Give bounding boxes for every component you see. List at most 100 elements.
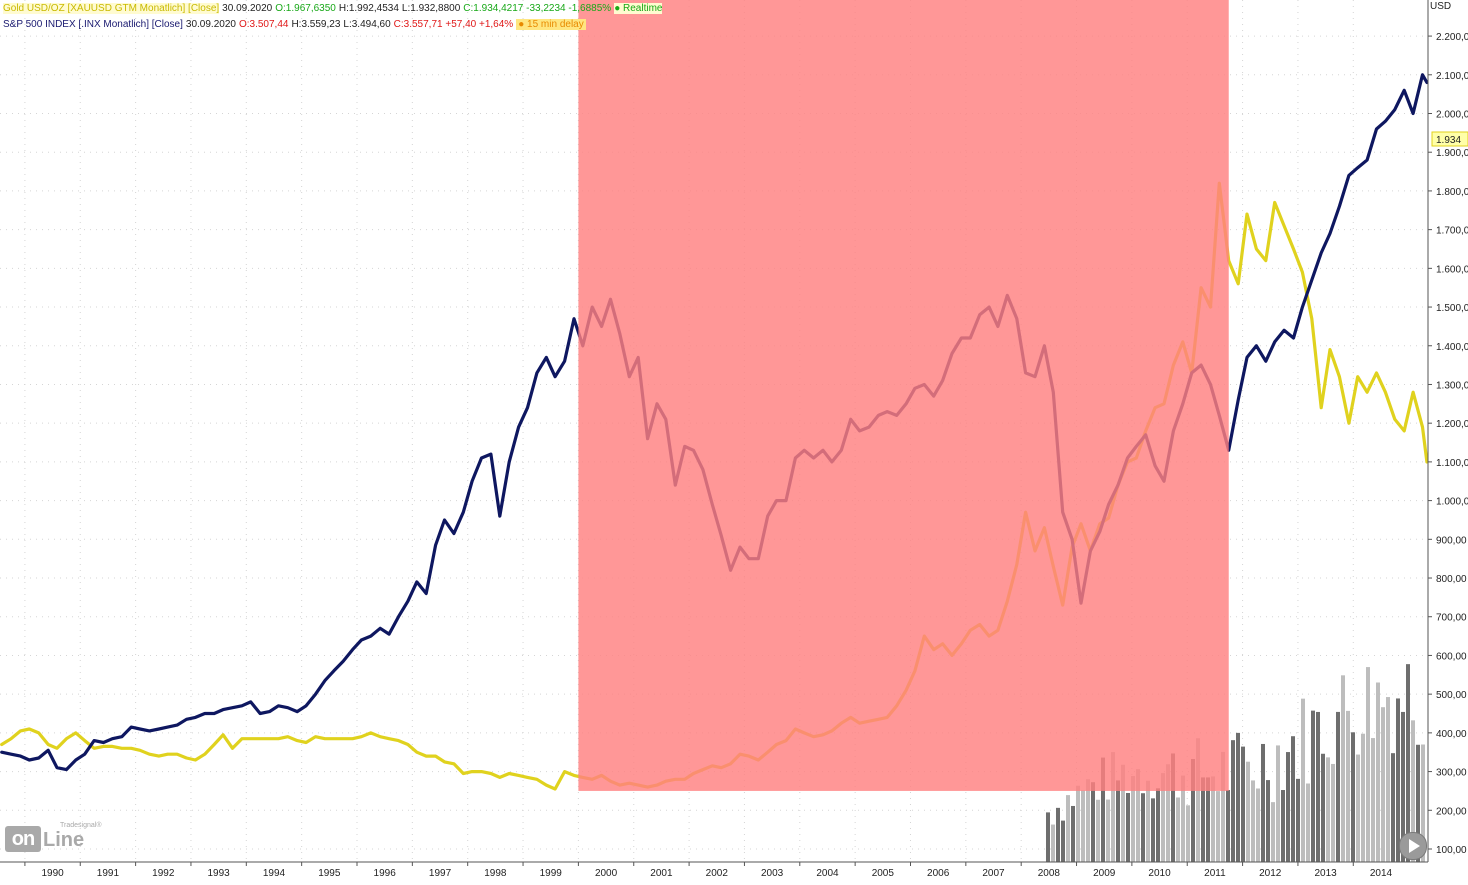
spx-status: ● 15 min delay bbox=[516, 19, 586, 30]
tradesignal-logo: Tradesignal® on Line bbox=[5, 822, 103, 854]
x-tick-label: 2003 bbox=[761, 868, 784, 879]
play-button[interactable] bbox=[1399, 832, 1427, 860]
last-value-box bbox=[1431, 131, 1468, 147]
volume-bar bbox=[1291, 736, 1295, 862]
gold-header: Gold USD/OZ [XAUUSD GTM Monatlich] [Clos… bbox=[3, 2, 665, 15]
volume-bar bbox=[1306, 783, 1310, 862]
gold-status: ● Realtime bbox=[614, 3, 663, 14]
volume-bar bbox=[1201, 777, 1205, 862]
x-tick-label: 1993 bbox=[208, 868, 231, 879]
y-tick-label: 300,00 bbox=[1436, 768, 1467, 779]
volume-bar bbox=[1046, 812, 1050, 862]
x-tick-label: 2005 bbox=[872, 868, 895, 879]
x-tick-label: 2012 bbox=[1259, 868, 1282, 879]
volume-bar bbox=[1191, 758, 1195, 862]
y-tick-label: 1.600,00 bbox=[1436, 264, 1468, 275]
volume-bar bbox=[1196, 738, 1200, 862]
x-tick-label: 1996 bbox=[374, 868, 397, 879]
volume-bar bbox=[1271, 802, 1275, 862]
volume-bar bbox=[1411, 720, 1415, 862]
volume-bar bbox=[1231, 740, 1235, 862]
spx-close: C:3.557,71 +57,40 +1,64% bbox=[393, 19, 514, 30]
x-tick-label: 1991 bbox=[97, 868, 120, 879]
volume-bar bbox=[1216, 791, 1220, 862]
y-tick-label: 1.700,00 bbox=[1436, 226, 1468, 237]
volume-bar bbox=[1146, 780, 1150, 862]
spx-low: L:3.494,60 bbox=[343, 19, 391, 30]
volume-bar bbox=[1096, 799, 1100, 862]
volume-bar bbox=[1361, 733, 1365, 862]
volume-bar bbox=[1301, 698, 1305, 862]
volume-bar bbox=[1336, 711, 1340, 862]
volume-bar bbox=[1091, 782, 1095, 862]
volume-bar bbox=[1356, 754, 1360, 862]
volume-bar bbox=[1296, 778, 1300, 862]
volume-bar bbox=[1236, 732, 1240, 862]
volume-bar bbox=[1131, 775, 1135, 862]
volume-bar bbox=[1346, 710, 1350, 862]
x-tick-label: 2007 bbox=[982, 868, 1005, 879]
x-tick-label: 2000 bbox=[595, 868, 618, 879]
y-tick-label: 1.100,00 bbox=[1436, 458, 1468, 469]
y-tick-label: 1.300,00 bbox=[1436, 380, 1468, 391]
volume-bar bbox=[1061, 820, 1065, 862]
gold-open: O:1.967,6350 bbox=[275, 3, 336, 14]
volume-bar bbox=[1211, 776, 1215, 862]
gold-close: C:1.934,4217 -33,2234 -1,6885% bbox=[463, 3, 612, 14]
x-tick-label: 2001 bbox=[650, 868, 673, 879]
x-tick-label: 2011 bbox=[1204, 868, 1226, 879]
volume-bar bbox=[1226, 790, 1230, 862]
volume-bar bbox=[1151, 798, 1155, 862]
y-tick-label: 2.000,00 bbox=[1436, 110, 1468, 121]
volume-bar bbox=[1286, 752, 1290, 862]
y-tick-label: 800,00 bbox=[1436, 574, 1467, 585]
volume-bar bbox=[1401, 711, 1405, 862]
gold-low: L:1.932,8800 bbox=[401, 3, 461, 14]
x-tick-label: 1990 bbox=[41, 868, 64, 879]
spx-high: H:3.559,23 bbox=[291, 19, 341, 30]
x-tick-label: 1997 bbox=[429, 868, 452, 879]
x-tick-label: 2010 bbox=[1148, 868, 1171, 879]
volume-bar bbox=[1241, 746, 1245, 862]
x-tick-label: 2009 bbox=[1093, 868, 1116, 879]
volume-bar bbox=[1181, 775, 1185, 862]
volume-bar bbox=[1331, 763, 1335, 862]
volume-bar bbox=[1081, 790, 1085, 862]
y-tick-label: 700,00 bbox=[1436, 613, 1467, 624]
y-tick-label: 600,00 bbox=[1436, 651, 1467, 662]
volume-bar bbox=[1121, 764, 1125, 862]
volume-bar bbox=[1166, 764, 1170, 862]
y-tick-label: 1.800,00 bbox=[1436, 187, 1468, 198]
volume-bar bbox=[1371, 738, 1375, 862]
volume-bar bbox=[1186, 805, 1190, 862]
volume-bar bbox=[1266, 780, 1270, 862]
highlight-band bbox=[578, 0, 1229, 791]
volume-bar bbox=[1261, 743, 1265, 862]
volume-bar bbox=[1051, 824, 1055, 862]
x-tick-label: 2008 bbox=[1038, 868, 1061, 879]
volume-bar bbox=[1276, 745, 1280, 862]
x-tick-label: 2002 bbox=[706, 868, 729, 879]
x-tick-label: 1992 bbox=[152, 868, 175, 879]
volume-bar bbox=[1316, 711, 1320, 862]
y-tick-label: 500,00 bbox=[1436, 690, 1467, 701]
volume-bar bbox=[1386, 697, 1390, 862]
volume-bar bbox=[1136, 769, 1140, 862]
volume-bar bbox=[1101, 757, 1105, 862]
volume-bar bbox=[1366, 667, 1370, 862]
volume-bar bbox=[1126, 792, 1130, 862]
volume-bar bbox=[1221, 751, 1225, 862]
volume-bar bbox=[1111, 752, 1115, 862]
volume-bar bbox=[1416, 744, 1420, 862]
y-tick-label: 1.200,00 bbox=[1436, 419, 1468, 430]
x-tick-label: 2004 bbox=[816, 868, 839, 879]
gold-date: 30.09.2020 bbox=[222, 3, 273, 14]
volume-bar bbox=[1056, 807, 1060, 862]
y-tick-label: 1.400,00 bbox=[1436, 342, 1468, 353]
volume-bar bbox=[1106, 799, 1110, 862]
volume-bar bbox=[1086, 779, 1090, 862]
volume-bar bbox=[1176, 797, 1180, 862]
y-tick-label: 900,00 bbox=[1436, 535, 1467, 546]
logo-line-text: Line bbox=[43, 829, 85, 851]
